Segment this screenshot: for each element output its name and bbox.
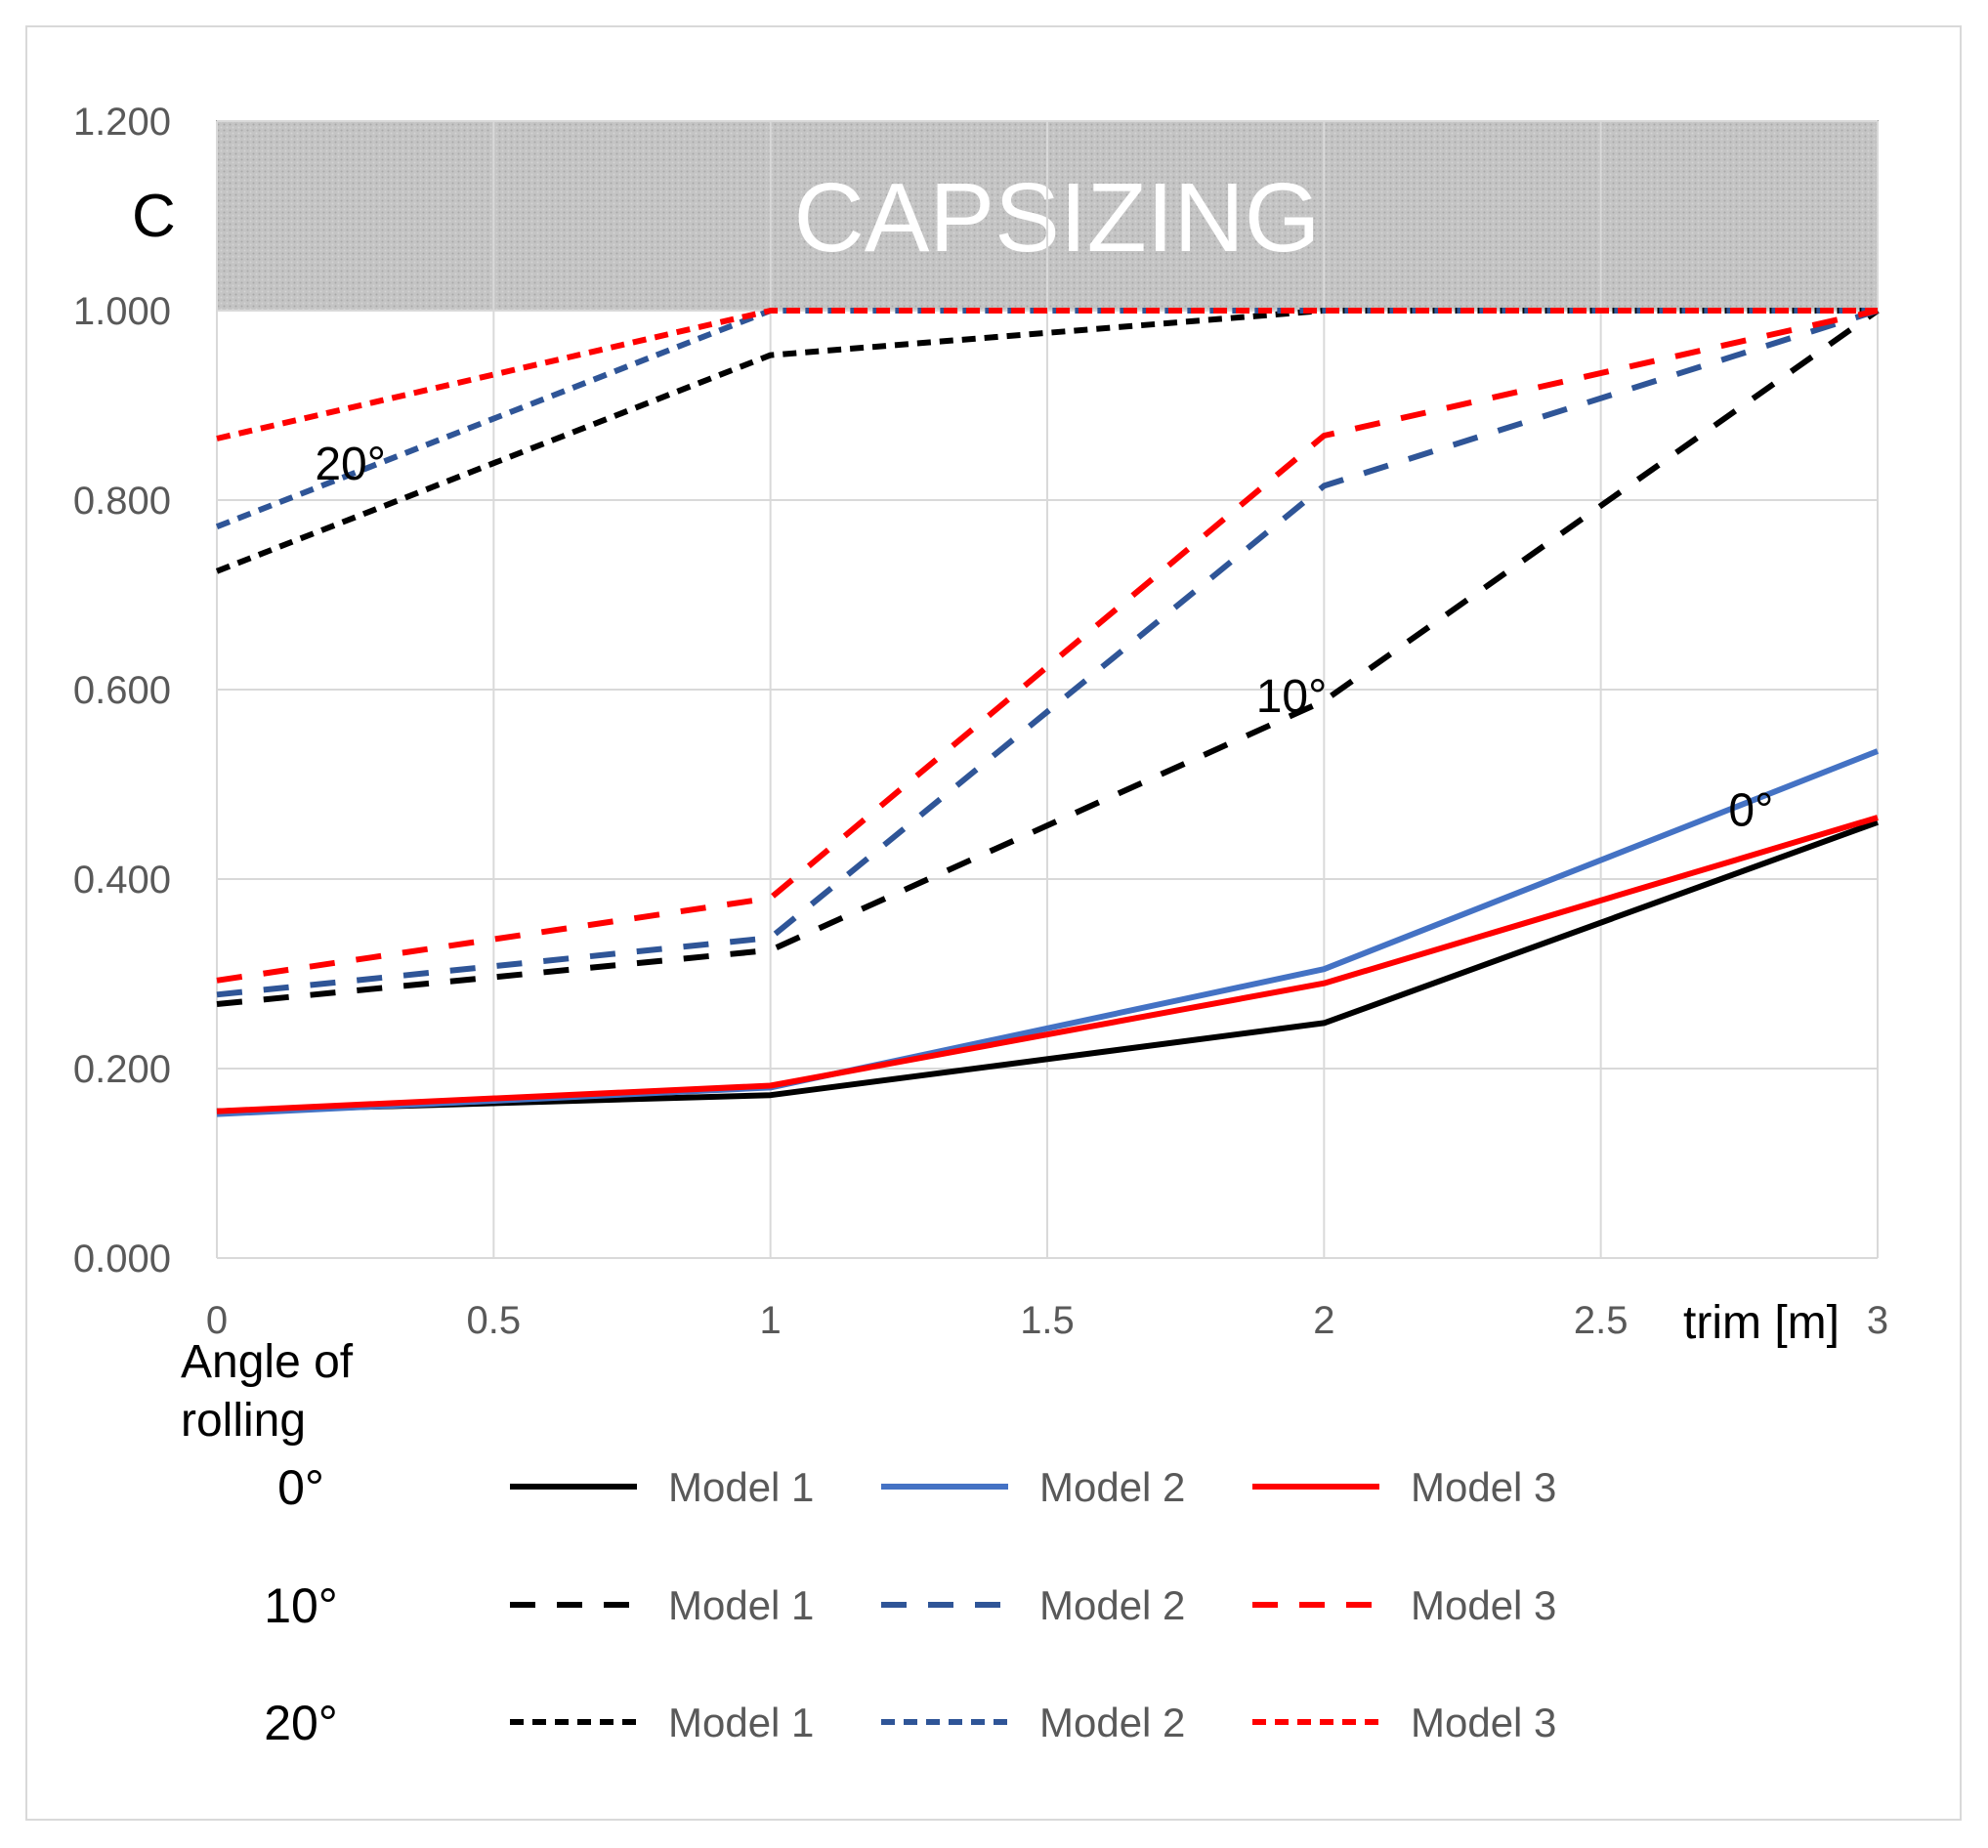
angle-annotation: 10° — [1256, 671, 1328, 723]
legend-title-line-1: Angle of — [181, 1336, 354, 1388]
y-tick-label: 0.000 — [73, 1238, 171, 1281]
x-axis-label: trim [m] — [1683, 1297, 1840, 1349]
y-tick-label: 1.000 — [73, 290, 171, 333]
legend-entry-label: Model 3 — [1411, 1700, 1556, 1745]
y-tick-label: 0.200 — [73, 1048, 171, 1091]
series-line-model-3-0deg — [216, 815, 1879, 1114]
legend-entry-label: Model 1 — [668, 1700, 814, 1745]
y-tick-label: 1.200 — [73, 101, 171, 144]
series-line-model-3-20deg — [216, 308, 1878, 441]
x-tick-label: 0 — [206, 1299, 228, 1342]
legend-entry-label: Model 3 — [1411, 1582, 1556, 1628]
legend-entry-label: Model 2 — [1039, 1700, 1185, 1745]
legend-row-angle: 0° — [277, 1460, 324, 1515]
series-line-model-1-10deg — [216, 308, 1880, 1007]
y-tick-label: 0.400 — [73, 859, 171, 902]
x-tick-label: 0.5 — [467, 1299, 522, 1342]
legend-entry-label: Model 1 — [668, 1464, 814, 1510]
legend-row-angle: 10° — [264, 1578, 338, 1633]
x-tick-label: 2.5 — [1574, 1299, 1628, 1342]
angle-annotation: 20° — [315, 439, 386, 490]
legend-row-angle: 20° — [264, 1696, 338, 1750]
x-tick-label: 1 — [760, 1299, 782, 1342]
x-tick-label: 3 — [1867, 1299, 1888, 1342]
legend-title-line-2: rolling — [181, 1395, 306, 1447]
chart-frame — [25, 25, 1962, 1821]
legend-entry-label: Model 1 — [668, 1582, 814, 1628]
legend-entry-label: Model 2 — [1039, 1464, 1185, 1510]
y-axis-label: C — [132, 183, 176, 250]
x-tick-label: 2 — [1313, 1299, 1334, 1342]
y-tick-label: 0.800 — [73, 480, 171, 523]
series-line-model-3-10deg — [216, 308, 1879, 984]
series-line-model-2-10deg — [216, 308, 1879, 998]
x-tick-label: 1.5 — [1020, 1299, 1075, 1342]
y-tick-label: 0.600 — [73, 669, 171, 712]
angle-annotation: 0° — [1728, 784, 1773, 836]
legend-entry-label: Model 2 — [1039, 1582, 1185, 1628]
legend-entry-label: Model 3 — [1411, 1464, 1556, 1510]
capsizing-label: CAPSIZING — [794, 163, 1321, 273]
